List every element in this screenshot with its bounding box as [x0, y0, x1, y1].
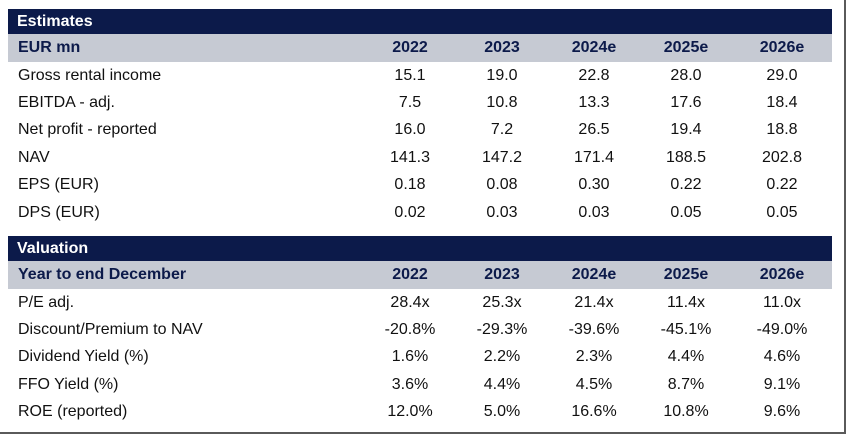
valuation-header-row: Year to end December 2022 2023 2024e 202…: [8, 261, 832, 289]
estimates-header-row: EUR mn 2022 2023 2024e 2025e 2026e: [8, 34, 832, 62]
estimates-header-label: EUR mn: [18, 39, 81, 56]
valuation-header-label: Year to end December: [18, 266, 187, 283]
table-cell: 202.8: [761, 148, 803, 166]
table-row: EPS (EUR) 0.18 0.08 0.30 0.22 0.22: [8, 172, 832, 199]
table-row: ROE (reported) 12.0% 5.0% 16.6% 10.8% 9.6%: [8, 399, 832, 426]
table-cell: 16.6%: [571, 403, 617, 421]
valuation-title: Valuation: [8, 236, 832, 261]
table-cell: 2.3%: [575, 348, 613, 366]
table-cell: 0.05: [670, 203, 702, 221]
table-cell: 3.6%: [391, 375, 429, 393]
table-cell: 0.22: [670, 176, 702, 194]
table-cell: 28.4x: [390, 293, 430, 311]
table-row: Dividend Yield (%) 1.6% 2.2% 2.3% 4.4% 4.6%: [8, 344, 832, 371]
table-cell: -20.8%: [384, 321, 436, 339]
table-cell: 12.0%: [387, 403, 433, 421]
row-label: Gross rental income: [18, 66, 162, 84]
table-cell: 147.2: [481, 148, 523, 166]
table-cell: 4.4%: [667, 348, 705, 366]
table-cell: 0.03: [578, 203, 610, 221]
table-cell: 15.1: [394, 66, 426, 84]
table-cell: 11.0x: [763, 293, 801, 311]
table-cell: 0.30: [578, 176, 610, 194]
table-cell: -39.6%: [568, 321, 620, 339]
row-label: Discount/Premium to NAV: [18, 321, 203, 339]
table-cell: 9.1%: [763, 375, 801, 393]
table-row: FFO Yield (%) 3.6% 4.4% 4.5% 8.7% 9.1%: [8, 371, 832, 398]
valuation-table: Valuation Year to end December 2022 2023…: [8, 236, 832, 426]
table-row: EBITDA - adj. 7.5 10.8 13.3 17.6 18.4: [8, 89, 832, 116]
row-label: NAV: [18, 148, 50, 166]
table-cell: 0.08: [486, 176, 518, 194]
estimates-title: Estimates: [8, 9, 832, 34]
year-header: 2022: [392, 266, 428, 283]
table-cell: 17.6: [670, 94, 702, 112]
table-cell: 9.6%: [763, 403, 801, 421]
row-label: ROE (reported): [18, 403, 128, 421]
table-cell: 19.4: [670, 121, 702, 139]
table-cell: -49.0%: [756, 321, 808, 339]
table-cell: 25.3x: [482, 293, 522, 311]
row-label: EBITDA - adj.: [18, 94, 115, 112]
table-cell: 188.5: [665, 148, 707, 166]
year-header: 2025e: [663, 266, 709, 283]
row-label: FFO Yield (%): [18, 375, 119, 393]
table-cell: 1.6%: [391, 348, 429, 366]
table-cell: 171.4: [573, 148, 615, 166]
table-cell: 2.2%: [483, 348, 521, 366]
table-cell: 0.22: [766, 176, 798, 194]
table-cell: 4.6%: [763, 348, 801, 366]
table-cell: 29.0: [766, 66, 798, 84]
table-cell: 22.8: [578, 66, 610, 84]
row-label: Dividend Yield (%): [18, 348, 149, 366]
table-cell: 18.4: [766, 94, 798, 112]
table-row: NAV 141.3 147.2 171.4 188.5 202.8: [8, 144, 832, 171]
table-cell: 7.2: [490, 121, 514, 139]
row-label: EPS (EUR): [18, 176, 99, 194]
table-cell: 28.0: [670, 66, 702, 84]
table-cell: 7.5: [398, 94, 422, 112]
table-row: Discount/Premium to NAV -20.8% -29.3% -39.6…: [8, 316, 832, 343]
year-header: 2025e: [663, 39, 709, 56]
year-header: 2026e: [759, 266, 805, 283]
table-cell: 11.4x: [667, 293, 705, 311]
table-cell: 4.5%: [575, 375, 613, 393]
table-cell: 10.8%: [663, 403, 709, 421]
table-row: P/E adj. 28.4x 25.3x 21.4x 11.4x 11.0x: [8, 289, 832, 316]
year-header: 2023: [484, 39, 520, 56]
table-cell: -45.1%: [660, 321, 712, 339]
table-cell: 141.3: [389, 148, 431, 166]
table-cell: 4.4%: [483, 375, 521, 393]
table-row: DPS (EUR) 0.02 0.03 0.03 0.05 0.05: [8, 199, 832, 226]
row-label: DPS (EUR): [18, 203, 100, 221]
table-row: Net profit - reported 16.0 7.2 26.5 19.4 18.8: [8, 117, 832, 144]
table-cell: 21.4x: [574, 293, 614, 311]
table-row: Gross rental income 15.1 19.0 22.8 28.0 29.0: [8, 62, 832, 89]
year-header: 2022: [392, 39, 428, 56]
table-cell: 0.03: [486, 203, 518, 221]
table-cell: -29.3%: [476, 321, 528, 339]
year-header: 2023: [484, 266, 520, 283]
table-cell: 13.3: [578, 94, 610, 112]
table-cell: 0.18: [394, 176, 426, 194]
table-cell: 10.8: [486, 94, 518, 112]
row-label: P/E adj.: [18, 293, 75, 311]
table-cell: 18.8: [766, 121, 798, 139]
table-cell: 5.0%: [483, 403, 521, 421]
table-cell: 0.02: [394, 203, 426, 221]
year-header: 2024e: [571, 39, 617, 56]
table-cell: 16.0: [394, 121, 426, 139]
table-cell: 8.7%: [667, 375, 705, 393]
year-header: 2024e: [571, 266, 617, 283]
year-header: 2026e: [759, 39, 805, 56]
row-label: Net profit - reported: [18, 121, 157, 139]
table-cell: 0.05: [766, 203, 798, 221]
table-cell: 26.5: [578, 121, 610, 139]
estimates-table: Estimates EUR mn 2022 2023 2024e 2025e 2…: [8, 9, 832, 226]
table-cell: 19.0: [486, 66, 518, 84]
